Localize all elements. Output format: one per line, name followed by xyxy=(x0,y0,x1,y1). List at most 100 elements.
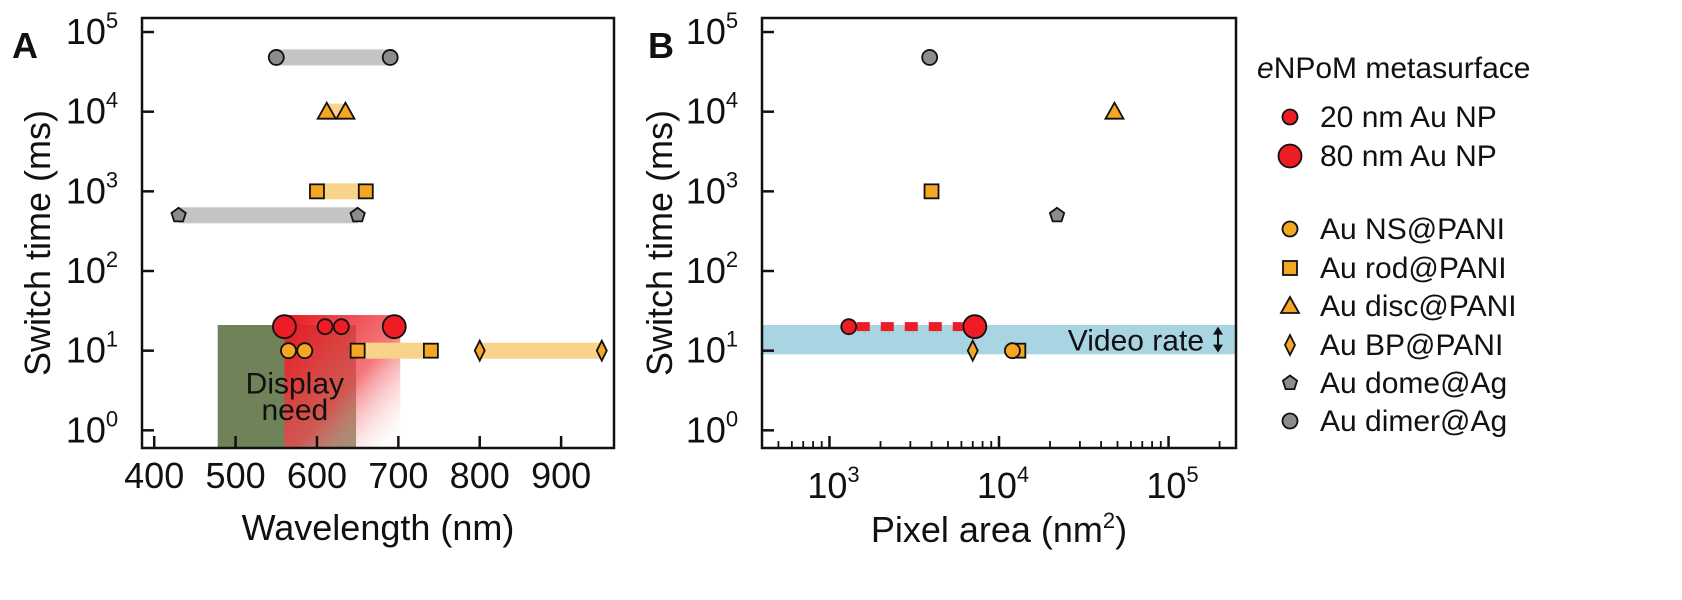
legend-label: Au dimer@Ag xyxy=(1320,405,1507,438)
legend-title-italic: e xyxy=(1257,52,1274,85)
panel-b-markers xyxy=(840,49,1126,363)
panel-a-y-tick-label: 104 xyxy=(66,88,118,132)
data-point xyxy=(267,49,285,66)
legend-marker xyxy=(1281,108,1299,126)
panel-a-x-axis-title: Wavelength (nm) xyxy=(242,507,515,548)
legend-title-rest: NPoM metasurface xyxy=(1274,52,1531,85)
panel-b-y-tick-label: 102 xyxy=(686,247,738,291)
data-point xyxy=(349,342,366,359)
panel-a-letter: A xyxy=(12,25,38,66)
display-need-label-line1: Display xyxy=(246,367,344,400)
panel-b-x-tick-label: 103 xyxy=(807,462,859,506)
panel-a-x-tick-label: 900 xyxy=(531,455,591,496)
legend-items: 20 nm Au NP 80 nm Au NP Au NS@PANI Au rod@P… xyxy=(1277,101,1517,438)
legend-marker xyxy=(1283,332,1297,358)
data-point xyxy=(381,49,399,66)
panel-b-letter: B xyxy=(648,25,674,66)
data-point xyxy=(966,338,979,363)
panel-a-y-tick-label: 102 xyxy=(66,247,118,291)
data-point xyxy=(1103,100,1126,120)
wavelength-tuning-region xyxy=(284,315,401,448)
data-point xyxy=(349,206,366,223)
panel-b-x-tick-label: 104 xyxy=(977,462,1029,506)
panel-a-x-ticks: 400 500 600 700 800 900 xyxy=(124,436,591,496)
data-point xyxy=(272,314,297,340)
panel-b-x-axis-title-end: ) xyxy=(1115,509,1127,550)
data-point xyxy=(473,338,486,363)
panel-a-frame xyxy=(140,16,616,450)
data-point xyxy=(921,49,939,66)
legend-label: 20 nm Au NP xyxy=(1320,101,1497,134)
panel-a-x-tick-label: 500 xyxy=(206,455,266,496)
legend-marker xyxy=(1282,260,1298,276)
legend-label: Au NS@PANI xyxy=(1320,213,1505,246)
legend-marker xyxy=(1277,143,1303,169)
legend-marker xyxy=(1281,412,1299,430)
data-point xyxy=(280,342,297,360)
legend-label: Au disc@PANI xyxy=(1320,290,1517,323)
panel-a-y-axis-title: Switch time (ms) xyxy=(17,110,58,376)
data-point xyxy=(357,183,374,200)
video-rate-label: Video rate xyxy=(1068,325,1204,358)
panel-b-background-layer: Video rate xyxy=(762,325,1236,358)
data-point xyxy=(962,314,988,340)
panel-a-y-ticks: 100 101 102 103 104 105 xyxy=(66,8,154,450)
data-point xyxy=(840,318,858,336)
legend-title: eNPoM metasurface xyxy=(1257,52,1530,85)
display-need-label-line2: need xyxy=(261,394,328,427)
data-point xyxy=(1048,206,1066,223)
data-point xyxy=(296,342,314,360)
data-point xyxy=(923,183,940,200)
data-point xyxy=(316,318,334,336)
panel-b-x-axis-title-exponent: 2 xyxy=(1103,508,1115,533)
panel-a-x-tick-label: 600 xyxy=(287,455,347,496)
legend-marker xyxy=(1281,220,1299,238)
panel-b-y-tick-label: 105 xyxy=(686,8,738,52)
panel-b-x-axis-title-main: Pixel area (nm xyxy=(871,509,1103,550)
panel-a-y-tick-label: 101 xyxy=(66,327,118,371)
data-point xyxy=(595,338,608,363)
panel-b-y-ticks: 100 101 102 103 104 105 xyxy=(686,8,774,450)
data-point xyxy=(422,342,439,359)
panel-a-x-tick-label: 700 xyxy=(368,455,428,496)
panel-a-y-tick-label: 105 xyxy=(66,8,118,52)
range-bar xyxy=(357,342,431,359)
panel-b-frame xyxy=(760,16,1238,450)
panel-b-y-tick-label: 100 xyxy=(686,406,738,450)
range-bar xyxy=(316,183,366,200)
panel-b-y-tick-label: 104 xyxy=(686,88,738,132)
data-point xyxy=(170,206,187,223)
panel-b-y-tick-label: 103 xyxy=(686,167,738,211)
data-point xyxy=(332,318,350,336)
data-point xyxy=(309,183,325,200)
panel-a-x-tick-label: 400 xyxy=(124,455,184,496)
legend-label: Au BP@PANI xyxy=(1320,329,1503,362)
video-rate-band xyxy=(762,324,1236,355)
data-point xyxy=(334,100,356,120)
legend-marker xyxy=(1281,374,1299,391)
data-point xyxy=(381,314,407,340)
video-rate-arrow-up xyxy=(1213,326,1223,335)
panel-b-y-tick-label: 101 xyxy=(686,327,738,371)
panel-a-x-tick-label: 800 xyxy=(450,455,510,496)
panel-a-y-tick-label: 103 xyxy=(66,167,118,211)
legend-label: Au dome@Ag xyxy=(1320,367,1507,400)
panel-b-x-axis-title: Pixel area (nm2) xyxy=(871,508,1127,550)
legend-label: 80 nm Au NP xyxy=(1320,140,1497,173)
data-point xyxy=(316,100,338,120)
range-bar xyxy=(276,49,391,66)
legend-label: Au rod@PANI xyxy=(1320,252,1507,285)
data-point xyxy=(1004,342,1021,360)
panel-b-x-tick-label: 105 xyxy=(1146,462,1198,506)
video-rate-arrow-down xyxy=(1213,344,1223,353)
range-bar xyxy=(479,342,602,359)
panel-b-x-ticks: 103 104 105 xyxy=(761,436,1221,506)
panel-a-y-tick-label: 100 xyxy=(66,406,118,450)
range-bar xyxy=(178,207,358,224)
panel-b-y-axis-title: Switch time (ms) xyxy=(639,110,680,376)
panel-a-markers xyxy=(170,49,608,363)
